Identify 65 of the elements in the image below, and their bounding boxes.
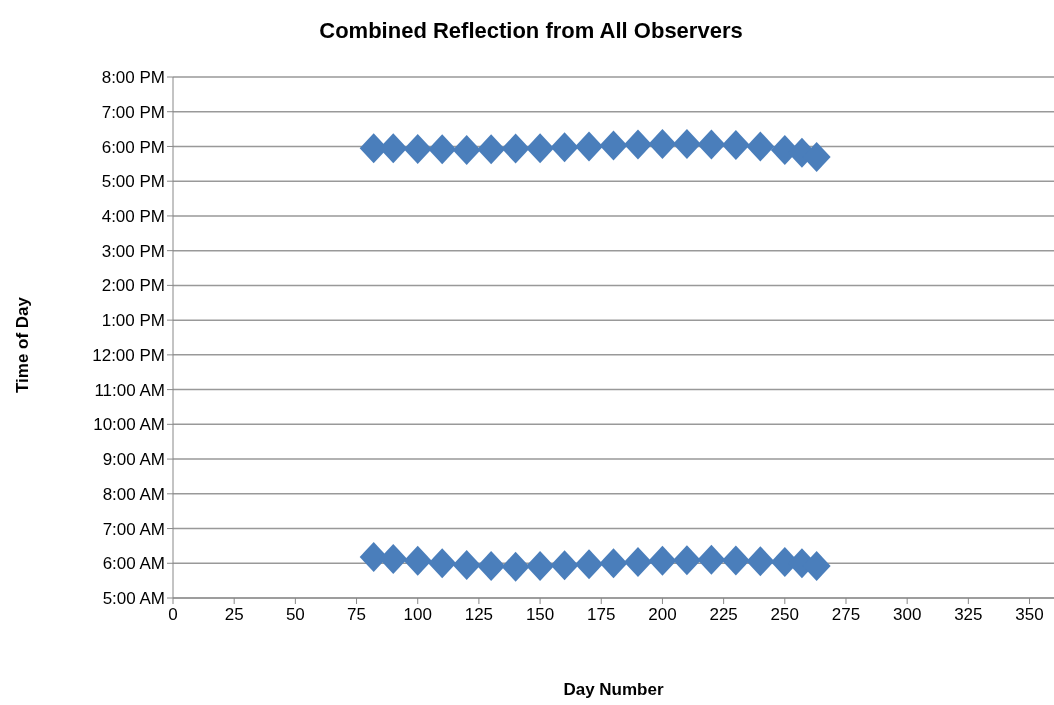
x-tick-label: 250: [770, 605, 799, 624]
y-tick-label: 3:00 PM: [101, 241, 165, 261]
point: [599, 548, 628, 579]
x-axis-title: Day Number: [562, 680, 665, 700]
point: [721, 545, 750, 576]
y-tick-label: 8:00 PM: [101, 68, 165, 88]
y-tick-label: 12:00 PM: [92, 345, 165, 365]
y-tick-label: 10:00 AM: [93, 415, 165, 435]
y-tick-label: 9:00 AM: [102, 450, 165, 470]
y-tick-label: 7:00 PM: [101, 102, 165, 122]
x-tick-label: 0: [168, 605, 178, 624]
x-tick-label: 50: [285, 605, 305, 624]
point: [379, 544, 408, 575]
point: [672, 129, 701, 160]
point: [623, 546, 652, 577]
point: [428, 548, 457, 579]
point: [550, 132, 579, 163]
y-tick-label: 2:00 PM: [101, 276, 165, 296]
y-tick-label: 6:00 AM: [102, 554, 165, 574]
y-tick-label: 8:00 AM: [102, 484, 165, 504]
y-tick-label: 4:00 PM: [101, 206, 165, 226]
x-tick-label: 200: [648, 605, 677, 624]
point: [477, 551, 506, 582]
x-tick-label: 300: [892, 605, 922, 624]
point: [623, 129, 652, 160]
point: [746, 546, 775, 577]
chart-title: Combined Reflection from All Observers: [318, 18, 744, 44]
point: [697, 129, 726, 160]
x-tick-label: 350: [1015, 605, 1044, 624]
point: [672, 545, 701, 576]
point: [746, 131, 775, 162]
x-tick-label: 150: [525, 605, 555, 624]
y-tick-label: 6:00 PM: [101, 137, 165, 157]
y-tick-label: 5:00 AM: [102, 589, 165, 609]
point: [428, 134, 457, 165]
x-tick-label: 325: [954, 605, 983, 624]
point: [501, 551, 530, 582]
point: [501, 133, 530, 164]
point: [403, 133, 432, 164]
x-tick-label: 125: [464, 605, 494, 624]
point: [526, 551, 555, 582]
x-tick-label: 75: [347, 605, 366, 624]
x-tick-label: 225: [709, 605, 738, 624]
y-tick-label: 7:00 AM: [102, 519, 165, 539]
point: [648, 545, 677, 576]
point: [403, 545, 432, 576]
point: [526, 133, 555, 164]
y-tick-label: 1:00 PM: [101, 311, 165, 331]
y-tick-label: 5:00 PM: [101, 172, 165, 192]
y-axis-title: Time of Day: [13, 296, 33, 394]
point: [550, 550, 579, 581]
x-tick-label: 100: [403, 605, 432, 624]
x-tick-label: 275: [831, 605, 861, 624]
point: [697, 544, 726, 575]
point: [599, 130, 628, 161]
point: [575, 131, 604, 162]
x-tick-label: 25: [224, 605, 244, 624]
x-tick-label: 175: [587, 605, 616, 624]
point: [477, 134, 506, 165]
point: [452, 550, 481, 580]
point: [452, 134, 481, 165]
y-tick-label: 11:00 AM: [94, 380, 165, 400]
point: [648, 129, 677, 160]
point: [721, 130, 750, 161]
point: [575, 549, 604, 580]
